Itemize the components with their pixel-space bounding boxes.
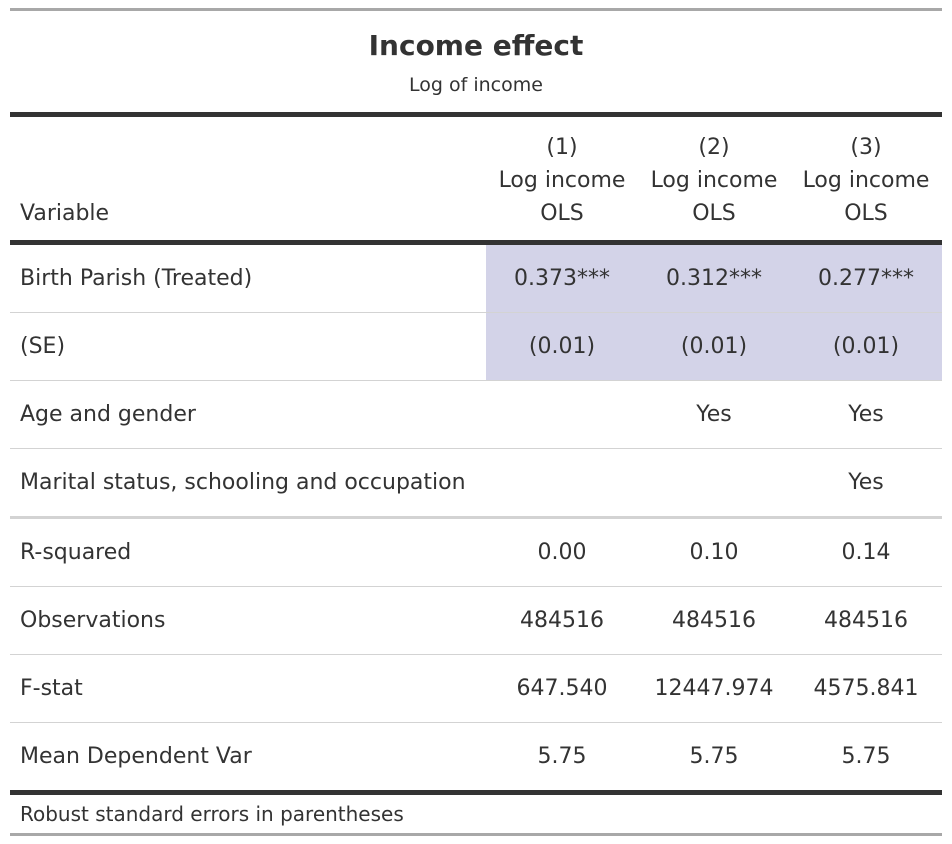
results-table: Variable (1) Log income OLS (2) Log inco… [10,117,942,240]
model-method: OLS [540,201,584,226]
header-rule-bottom [10,240,942,245]
cell-value: 484516 [638,586,790,655]
cell-value: Yes [638,380,790,449]
table-row-controls-marital: Marital status, schooling and occupation… [10,448,942,519]
cell-value: 4575.841 [790,654,942,723]
model-method: OLS [692,201,736,226]
variable-header: Variable [20,201,110,226]
cell-value: 647.540 [486,654,638,723]
model-number: (3) [850,135,882,160]
cell-value: 484516 [790,586,942,655]
table-row-se: (SE) (0.01) (0.01) (0.01) [10,312,942,381]
cell-value: (0.01) [638,312,790,381]
row-label: (SE) [10,312,486,381]
top-rule [10,8,942,11]
cell-value: (0.01) [790,312,942,381]
body-rule-bottom [10,790,942,795]
cell-value: 0.312*** [638,245,790,313]
table-row-mean-dep: Mean Dependent Var 5.75 5.75 5.75 [10,723,942,791]
row-label: Mean Dependent Var [20,744,252,769]
cell-value: 5.75 [537,744,587,769]
cell-value: Yes [790,448,942,519]
model-header-2: (2) Log income OLS [638,117,790,240]
row-label: Age and gender [10,380,486,449]
cell-value: 5.75 [841,744,891,769]
table-row-controls-age: Age and gender Yes Yes [10,380,942,449]
cell-value: 5.75 [689,744,739,769]
cell-value [486,380,638,449]
table-subtitle: Log of income [409,74,543,96]
model-method: OLS [844,201,888,226]
cell-value [638,448,790,519]
cell-value: 0.14 [790,517,942,587]
model-depvar: Log income [498,168,626,193]
cell-value: 0.277*** [790,245,942,313]
table-row-rsq: R-squared 0.00 0.10 0.14 [10,517,942,587]
bottom-rule [10,833,942,836]
header-rule-top [10,112,942,117]
model-number: (2) [698,135,730,160]
row-label: F-stat [10,654,486,723]
cell-value [486,448,638,519]
row-label: Birth Parish (Treated) [10,245,486,313]
results-body: Birth Parish (Treated) 0.373*** 0.312***… [10,245,942,790]
model-depvar: Log income [802,168,930,193]
table-row-obs: Observations 484516 484516 484516 [10,586,942,655]
row-label: Marital status, schooling and occupation [10,448,486,519]
table-title: Income effect [368,29,584,62]
cell-value: (0.01) [486,312,638,381]
cell-value: 12447.974 [638,654,790,723]
table-row-coef: Birth Parish (Treated) 0.373*** 0.312***… [10,245,942,313]
cell-value: 0.10 [638,517,790,587]
row-label: Observations [10,586,486,655]
cell-value: Yes [790,380,942,449]
model-header-1: (1) Log income OLS [486,117,638,240]
table-footnote: Robust standard errors in parentheses [20,802,404,826]
cell-value: 484516 [486,586,638,655]
regression-table: Income effect Log of income Variable (1)… [10,8,942,836]
row-label: R-squared [10,517,486,587]
table-row-fstat: F-stat 647.540 12447.974 4575.841 [10,654,942,723]
model-depvar: Log income [650,168,778,193]
column-header-row: Variable (1) Log income OLS (2) Log inco… [10,117,942,240]
model-header-3: (3) Log income OLS [790,117,942,240]
cell-value: 0.373*** [486,245,638,313]
model-number: (1) [546,135,578,160]
cell-value: 0.00 [486,517,638,587]
